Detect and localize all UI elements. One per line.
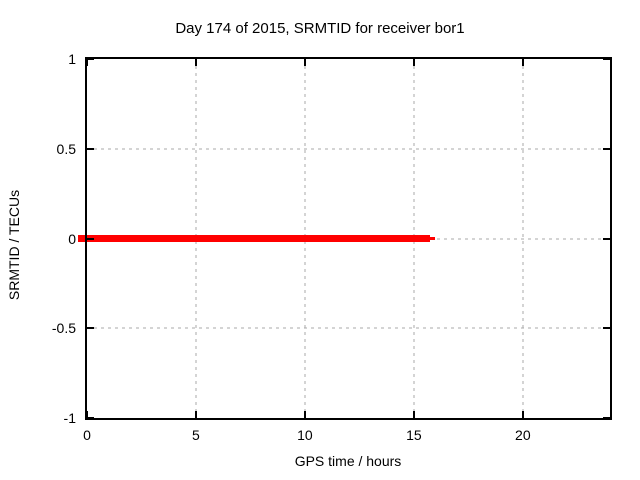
y-tick-mark-right [603,417,610,419]
y-tick-mark-left [87,327,94,330]
y-tick-mark-right [603,327,610,330]
gridline-horizontal [87,148,610,150]
y-tick-mark-left [87,147,94,150]
x-tick-mark-bottom [194,411,197,418]
x-tick-mark-bottom [86,411,88,418]
x-tick-mark-bottom [303,411,306,418]
x-tick-mark-bottom [412,411,415,418]
x-tick-mark-top [521,59,524,66]
plot-area [77,57,612,420]
y-tick-label: 1 [68,51,76,67]
x-tick-label: 10 [297,427,313,443]
x-tick-mark-bottom [521,411,524,418]
y-tick-mark-right [603,147,610,150]
y-tick-mark-right [603,237,610,240]
x-axis-label: GPS time / hours [294,453,402,469]
chart-title: Day 174 of 2015, SRMTID for receiver bor… [175,20,465,37]
gridline-horizontal [87,327,610,329]
y-tick-mark-right [603,58,610,60]
x-tick-label: 20 [515,427,531,443]
x-tick-mark-top [412,59,415,66]
y-tick-label: -1 [63,410,76,426]
x-tick-mark-top [303,59,306,66]
y-tick-label: -0.5 [51,320,76,337]
x-tick-label: 15 [406,427,422,443]
series-line-SRMTID-thin-tail [430,237,435,240]
y-tick-label: 0.5 [56,140,76,157]
y-tick-mark-left [87,237,94,240]
y-tick-mark-left [87,417,94,419]
y-tick-mark-left [87,58,94,60]
y-tick-label: 0 [68,230,76,247]
x-tick-mark-top [194,59,197,66]
x-tick-label: 0 [83,427,91,443]
series-line-SRMTID [77,235,431,242]
x-tick-mark-top [86,59,88,66]
x-tick-label: 5 [192,427,200,443]
